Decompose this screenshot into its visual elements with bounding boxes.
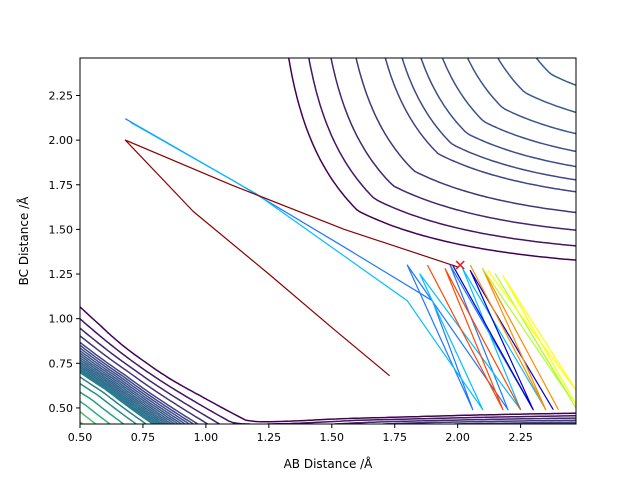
contour-line: [80, 371, 154, 424]
contour-line: [80, 58, 576, 424]
contour-line: [80, 58, 576, 424]
y-tick-label: 0.50: [49, 402, 74, 415]
contour-line: [80, 366, 161, 424]
contour-line: [80, 410, 97, 424]
contour-line: [80, 370, 156, 424]
contour-line: [80, 58, 576, 424]
x-axis-ticks: 0.50 0.75 1.00 1.25 1.50 1.75 2.00 2.25: [68, 424, 533, 444]
x-tick-label: 2.00: [445, 431, 470, 444]
x-axis-label: AB Distance /Å: [284, 456, 374, 471]
contour-lines: [80, 58, 576, 424]
y-tick-label: 2.00: [49, 134, 74, 147]
contour-line: [80, 58, 576, 424]
contour-line: [80, 382, 137, 424]
x-tick-label: 1.25: [257, 431, 282, 444]
trajectory-lines: [124, 118, 576, 411]
contour-line: [80, 58, 576, 424]
main-trajectory-line: [124, 139, 458, 377]
y-tick-label: 1.50: [49, 223, 74, 236]
contour-line: [80, 58, 576, 424]
contour-line: [80, 58, 576, 424]
y-axis-label: BC Distance /Å: [16, 196, 31, 286]
y-tick-label: 1.75: [49, 179, 74, 192]
contour-line: [80, 363, 167, 424]
contour-line: [80, 58, 576, 424]
markers: [455, 260, 465, 270]
x-tick-label: 0.50: [68, 431, 93, 444]
trajectory-line: [469, 264, 559, 411]
y-tick-label: 1.00: [49, 313, 74, 326]
contour-line: [80, 58, 576, 424]
trajectory-line: [426, 264, 522, 411]
trajectory-line: [452, 264, 554, 411]
trajectory-line: [130, 121, 547, 411]
contour-line: [80, 58, 576, 423]
x-tick-label: 2.25: [508, 431, 533, 444]
y-axis-ticks: 0.50 0.75 1.00 1.25 1.50 1.75 2.00 2.25: [49, 89, 80, 415]
contour-line: [80, 58, 576, 424]
y-tick-label: 0.75: [49, 357, 74, 370]
x-tick-label: 1.50: [320, 431, 345, 444]
contour-line: [80, 368, 159, 424]
contour-line: [80, 361, 170, 424]
x-tick-label: 1.00: [194, 431, 219, 444]
trajectory-line: [482, 268, 576, 409]
y-tick-label: 1.25: [49, 268, 74, 281]
start-marker: [455, 260, 465, 270]
x-tick-label: 1.75: [382, 431, 407, 444]
contour-line: [80, 359, 173, 424]
x-tick-label: 0.75: [131, 431, 156, 444]
y-tick-label: 2.25: [49, 89, 74, 102]
contour-line: [80, 364, 164, 424]
contour-line: [80, 391, 125, 424]
plot-frame: [79, 57, 577, 425]
trajectory-line: [487, 270, 576, 405]
contour-line: [80, 376, 147, 424]
